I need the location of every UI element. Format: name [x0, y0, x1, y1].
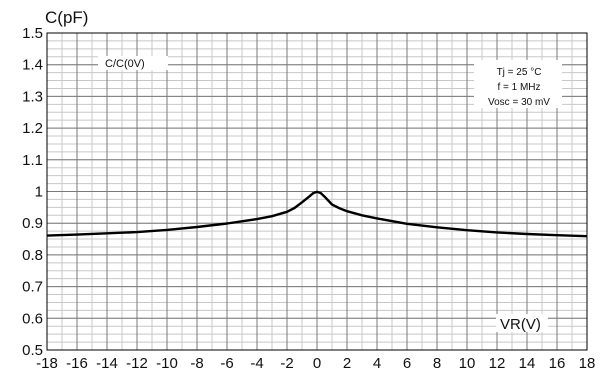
x-tick-label: 2: [343, 355, 351, 372]
x-tick-label: -16: [66, 355, 88, 372]
x-tick-label: -10: [156, 355, 178, 372]
x-tick-label: 16: [549, 355, 566, 372]
x-axis-tick-labels: -18 -16 -14 -12 -10 -8 -6 -4 -2 0 2 4 6 8 10 12 14 16 18: [36, 355, 595, 372]
plot-frame: [46, 32, 588, 351]
y-tick-label: 1.4: [22, 57, 43, 74]
x-tick-label: 18: [579, 355, 596, 372]
y-tick-label: 1: [35, 184, 43, 201]
condition-frequency: f = 1 MHz: [497, 82, 540, 93]
condition-oscillator-voltage: Vosc = 30 mV: [488, 97, 550, 108]
x-tick-label: -14: [96, 355, 118, 372]
series-layer: [46, 190, 588, 238]
conditions-box: [474, 60, 562, 108]
y-tick-label: 0.5: [22, 342, 43, 359]
y-axis-title: C(pF): [45, 8, 88, 27]
capacitance-curve: [46, 190, 588, 238]
x-tick-label: -2: [280, 355, 293, 372]
x-tick-label: -18: [36, 355, 58, 372]
x-tick-label: 0: [313, 355, 321, 372]
x-tick-label: -8: [190, 355, 203, 372]
y-tick-label: 1.2: [22, 120, 43, 137]
y-tick-label: 0.8: [22, 247, 43, 264]
condition-temperature: Tj = 25 °C: [497, 67, 542, 78]
x-tick-label: -6: [220, 355, 233, 372]
x-axis-title-box: [496, 314, 548, 332]
x-tick-label: 14: [519, 355, 536, 372]
y-tick-label: 0.6: [22, 310, 43, 327]
y-tick-label: 0.9: [22, 215, 43, 232]
x-tick-label: -12: [126, 355, 148, 372]
y-tick-label: 1.3: [22, 88, 43, 105]
y-axis-tick-labels: 0.5 0.6 0.7 0.8 0.9 1 1.1 1.2 1.3 1.4 1.5: [22, 25, 43, 359]
x-axis-title: VR(V): [500, 316, 541, 333]
y-tick-label: 1.5: [22, 25, 43, 42]
series-label-box: [98, 56, 168, 70]
x-tick-label: -4: [250, 355, 263, 372]
x-tick-label: 8: [433, 355, 441, 372]
y-tick-label: 1.1: [22, 152, 43, 169]
x-tick-label: 12: [489, 355, 506, 372]
y-tick-label: 0.7: [22, 279, 43, 296]
x-tick-label: 10: [459, 355, 476, 372]
series-label: C/C(0V): [105, 58, 145, 70]
x-tick-label: 6: [403, 355, 411, 372]
x-tick-label: 4: [373, 355, 381, 372]
